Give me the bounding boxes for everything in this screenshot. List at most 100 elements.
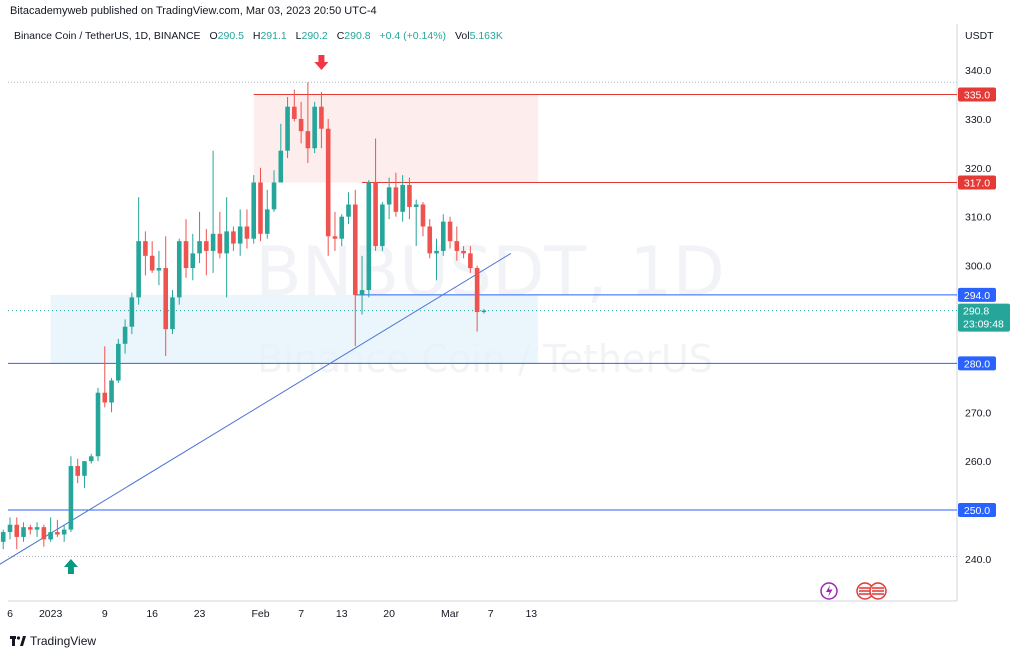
ascending-trendline [0, 252, 512, 565]
levels-layer [8, 81, 957, 557]
price-tick-label-8: 320.0 [965, 163, 991, 175]
candle-body-68 [454, 241, 460, 251]
high-value: 291.1 [260, 30, 287, 42]
candle-body-49 [325, 128, 331, 237]
candle-body-60 [400, 184, 405, 212]
level-price-label-0: 335.0 [964, 89, 990, 101]
trendline-layer [0, 252, 512, 565]
candle-body-22 [143, 241, 148, 256]
candle-body-25 [163, 268, 169, 330]
time-axis[interactable]: 6 2023 9 16 23 Feb 7 13 20 Mar 7 13 [7, 608, 537, 620]
candle-body-1 [0, 532, 6, 542]
candle-body-11 [68, 466, 74, 530]
candle-body-56 [373, 182, 378, 247]
candle-body-72 [481, 310, 487, 313]
candle-body-20 [129, 297, 135, 327]
price-tick-label-0: 240.0 [965, 554, 991, 566]
candle-body-3 [14, 524, 20, 537]
candle-body-48 [319, 106, 324, 129]
candle-body-50 [332, 236, 338, 239]
candle-body-52 [346, 204, 351, 217]
candle-body-59 [393, 187, 399, 212]
candle-body-51 [339, 216, 345, 239]
candle-body-8 [48, 532, 53, 540]
us-flag-event-icon[interactable] [856, 582, 874, 600]
candle-body-27 [176, 241, 182, 298]
candle-body-21 [136, 241, 141, 298]
symbol-name[interactable]: Binance Coin / TetherUS, 1D, BINANCE [14, 30, 201, 42]
candle-body-54 [359, 290, 365, 295]
time-tick-label-8: 20 [383, 608, 395, 620]
level-price-tag-1 [958, 175, 996, 190]
us-flag-event-icon-2[interactable] [869, 582, 887, 600]
candle-body-29 [190, 253, 196, 269]
candle-body-35 [231, 231, 236, 244]
candle-body-24 [156, 268, 162, 271]
candle-body-14 [88, 456, 94, 462]
bar-countdown-label: 23:09:48 [963, 319, 1004, 331]
time-tick-label-0: 6 [7, 608, 13, 620]
candle-body-61 [407, 184, 412, 207]
candle-body-45 [298, 118, 304, 132]
marker-arrow-down-1 [314, 55, 329, 71]
candle-body-70 [468, 253, 473, 269]
volume-label: Vol [454, 30, 470, 42]
candle-body-31 [204, 241, 209, 251]
candle-body-15 [95, 392, 101, 457]
time-tick-label-2: 9 [102, 608, 108, 620]
candle-body-32 [210, 233, 216, 251]
time-tick-label-1: 2023 [39, 608, 63, 620]
candle-body-26 [170, 297, 175, 330]
candle-body-63 [420, 204, 426, 227]
candle-body-55 [366, 182, 372, 291]
candle-body-46 [305, 131, 311, 149]
candles-layer [0, 82, 487, 550]
price-tick-label-2: 260.0 [965, 456, 991, 468]
candle-body-39 [258, 182, 263, 234]
candle-body-28 [183, 241, 189, 269]
candle-body-47 [312, 106, 317, 149]
candle-body-10 [61, 529, 67, 535]
tradingview-logo-icon [10, 635, 26, 649]
open-value: 290.5 [217, 30, 244, 42]
level-price-label-2: 294.0 [964, 290, 990, 302]
time-tick-label-6: 7 [298, 608, 304, 620]
close-label: C [336, 30, 345, 42]
candle-body-38 [251, 182, 257, 239]
level-price-tag-0 [958, 87, 996, 102]
candle-body-2 [7, 524, 13, 533]
candle-body-67 [447, 221, 453, 242]
candle-body-9 [55, 532, 60, 535]
last-price-label: 290.8 [963, 306, 989, 318]
level-price-tag-3 [958, 356, 996, 371]
tradingview-brand[interactable]: TradingView [10, 634, 96, 649]
close-value: 290.8 [344, 30, 371, 42]
candle-body-43 [285, 106, 290, 151]
candle-body-16 [102, 392, 108, 403]
time-tick-label-9: Mar [441, 608, 460, 620]
candle-body-65 [434, 250, 439, 254]
candle-body-6 [34, 527, 40, 530]
change-value: +0.4 (+0.14%) [379, 30, 447, 42]
candle-body-57 [380, 204, 385, 247]
price-tick-label-9: 330.0 [965, 114, 991, 126]
time-tick-label-5: Feb [251, 608, 269, 620]
candle-body-19 [122, 326, 128, 344]
price-labels-layer: 335.0 317.0 294.0 280.0 250.0 290.823:09:48 [958, 87, 1010, 518]
level-price-label-4: 250.0 [964, 505, 990, 517]
candle-body-12 [75, 466, 80, 476]
candle-body-62 [413, 204, 419, 207]
candle-body-33 [217, 233, 223, 254]
candle-body-44 [292, 106, 297, 119]
price-tick-label-6: 300.0 [965, 261, 991, 273]
candle-body-37 [244, 226, 250, 239]
candle-body-34 [224, 231, 229, 254]
symbol-legend: Binance Coin / TetherUS, 1D, BINANCE O29… [14, 30, 503, 42]
price-tick-label-7: 310.0 [965, 212, 991, 224]
candle-body-7 [41, 527, 47, 540]
time-tick-label-4: 23 [194, 608, 206, 620]
lightning-event-icon[interactable] [820, 582, 838, 600]
candle-body-30 [197, 241, 202, 254]
candle-body-53 [352, 204, 358, 295]
